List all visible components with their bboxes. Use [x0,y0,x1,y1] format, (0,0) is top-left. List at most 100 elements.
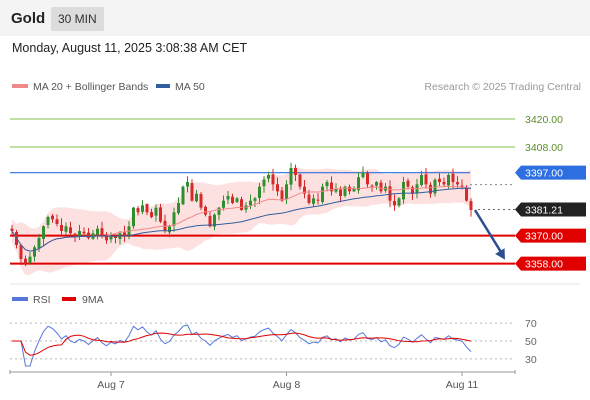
candle [19,243,23,266]
candle [96,225,99,240]
candle [460,179,464,190]
rsi-tick-label: 70 [525,318,537,330]
ma-layer [11,185,472,252]
legend-label-ma50: MA 50 [175,81,205,93]
candle [312,194,315,207]
candle [289,162,293,191]
legend-label-rsi: RSI [33,294,51,306]
candle [55,214,59,227]
copyright-text: Research © 2025 Trading Central [424,81,581,93]
candle [370,184,374,192]
candle [109,232,113,243]
instrument-title: Gold [11,10,46,27]
candle [69,221,72,237]
candle [78,224,81,240]
candle [82,227,86,237]
price-label-text: 3381.21 [525,205,563,217]
candle [379,179,383,194]
legend-swatch-9ma [62,297,76,301]
candle [136,206,140,216]
candle [352,186,356,193]
projection-arrow-head [495,248,505,260]
candle [469,198,473,217]
price-label-text: 3397.00 [525,168,563,180]
candle [42,225,45,246]
candle [235,197,239,204]
price-label-last: 3381.21 [515,202,586,217]
candle [28,251,32,265]
price-label-text: 3420.00 [525,114,563,126]
candle [321,183,324,204]
candle [51,213,54,223]
candle [451,168,455,189]
bollinger-band-fill [12,166,471,276]
candle [388,180,392,208]
candle [424,167,428,189]
candle [145,203,149,216]
rsi-layer: 70 50 30 [10,318,537,367]
candle [123,225,126,242]
candle [402,176,405,204]
candle [60,218,63,235]
candle [366,170,369,188]
candle [127,221,131,240]
timeframe-badge[interactable]: 30 MIN [51,7,104,31]
candle [294,164,297,182]
candle [262,176,266,193]
candle [330,176,333,196]
candle [181,185,185,206]
candle [226,190,230,205]
candle [456,176,459,188]
candle [393,194,396,211]
price-legend: MA 20 + Bollinger Bands MA 50 Research ©… [12,81,581,93]
candle [177,197,180,215]
candle [420,170,423,187]
candle [64,222,68,235]
projection-arrow-layer [473,209,505,260]
candle [411,185,414,200]
candle [46,215,50,229]
bollinger-layer [12,166,471,276]
candle [267,171,270,183]
candle [132,206,135,229]
candle [276,177,279,196]
candle [249,194,252,210]
candle [159,203,162,224]
candle [231,193,234,205]
candle [303,180,306,199]
candle [10,224,14,236]
candle [361,166,365,179]
candle [442,177,446,188]
price-label-pivot: 3397.00 [515,165,586,180]
rsi-legend: RSI 9MA [12,294,104,306]
price-label-resistance: 3408.00 [525,142,563,154]
candle [397,197,401,208]
candle [375,181,378,190]
candle [204,205,207,217]
legend-label-bollinger: MA 20 + Bollinger Bands [33,81,148,93]
candle [186,176,189,193]
price-label-support: 3358.00 [515,256,586,271]
candle [150,208,153,219]
ma50-line [11,187,472,252]
candle [240,196,243,211]
price-label-text: 3370.00 [525,231,563,243]
candle [298,173,302,190]
legend-swatch-rsi [12,297,28,301]
price-label-support: 3370.00 [515,228,586,243]
rsi-tick-label: 50 [525,336,537,348]
time-tick-label: Aug 11 [446,379,479,391]
rsi-ma-line [12,332,472,356]
candle [172,207,176,232]
candle [438,173,441,186]
candle [114,234,117,244]
timestamp: Monday, August 11, 2025 3:08:38 AM CET [12,41,248,55]
candle [33,245,36,262]
time-tick-label: Aug 8 [273,379,301,391]
time-tick-label: Aug 7 [97,379,125,391]
candle [429,182,432,198]
legend-label-9ma: 9MA [82,294,104,306]
candle [325,179,329,192]
candle [24,255,27,267]
price-labels-layer: 3420.00 3408.00 3397.00 3381.21 3370.00 3358.… [515,114,586,271]
